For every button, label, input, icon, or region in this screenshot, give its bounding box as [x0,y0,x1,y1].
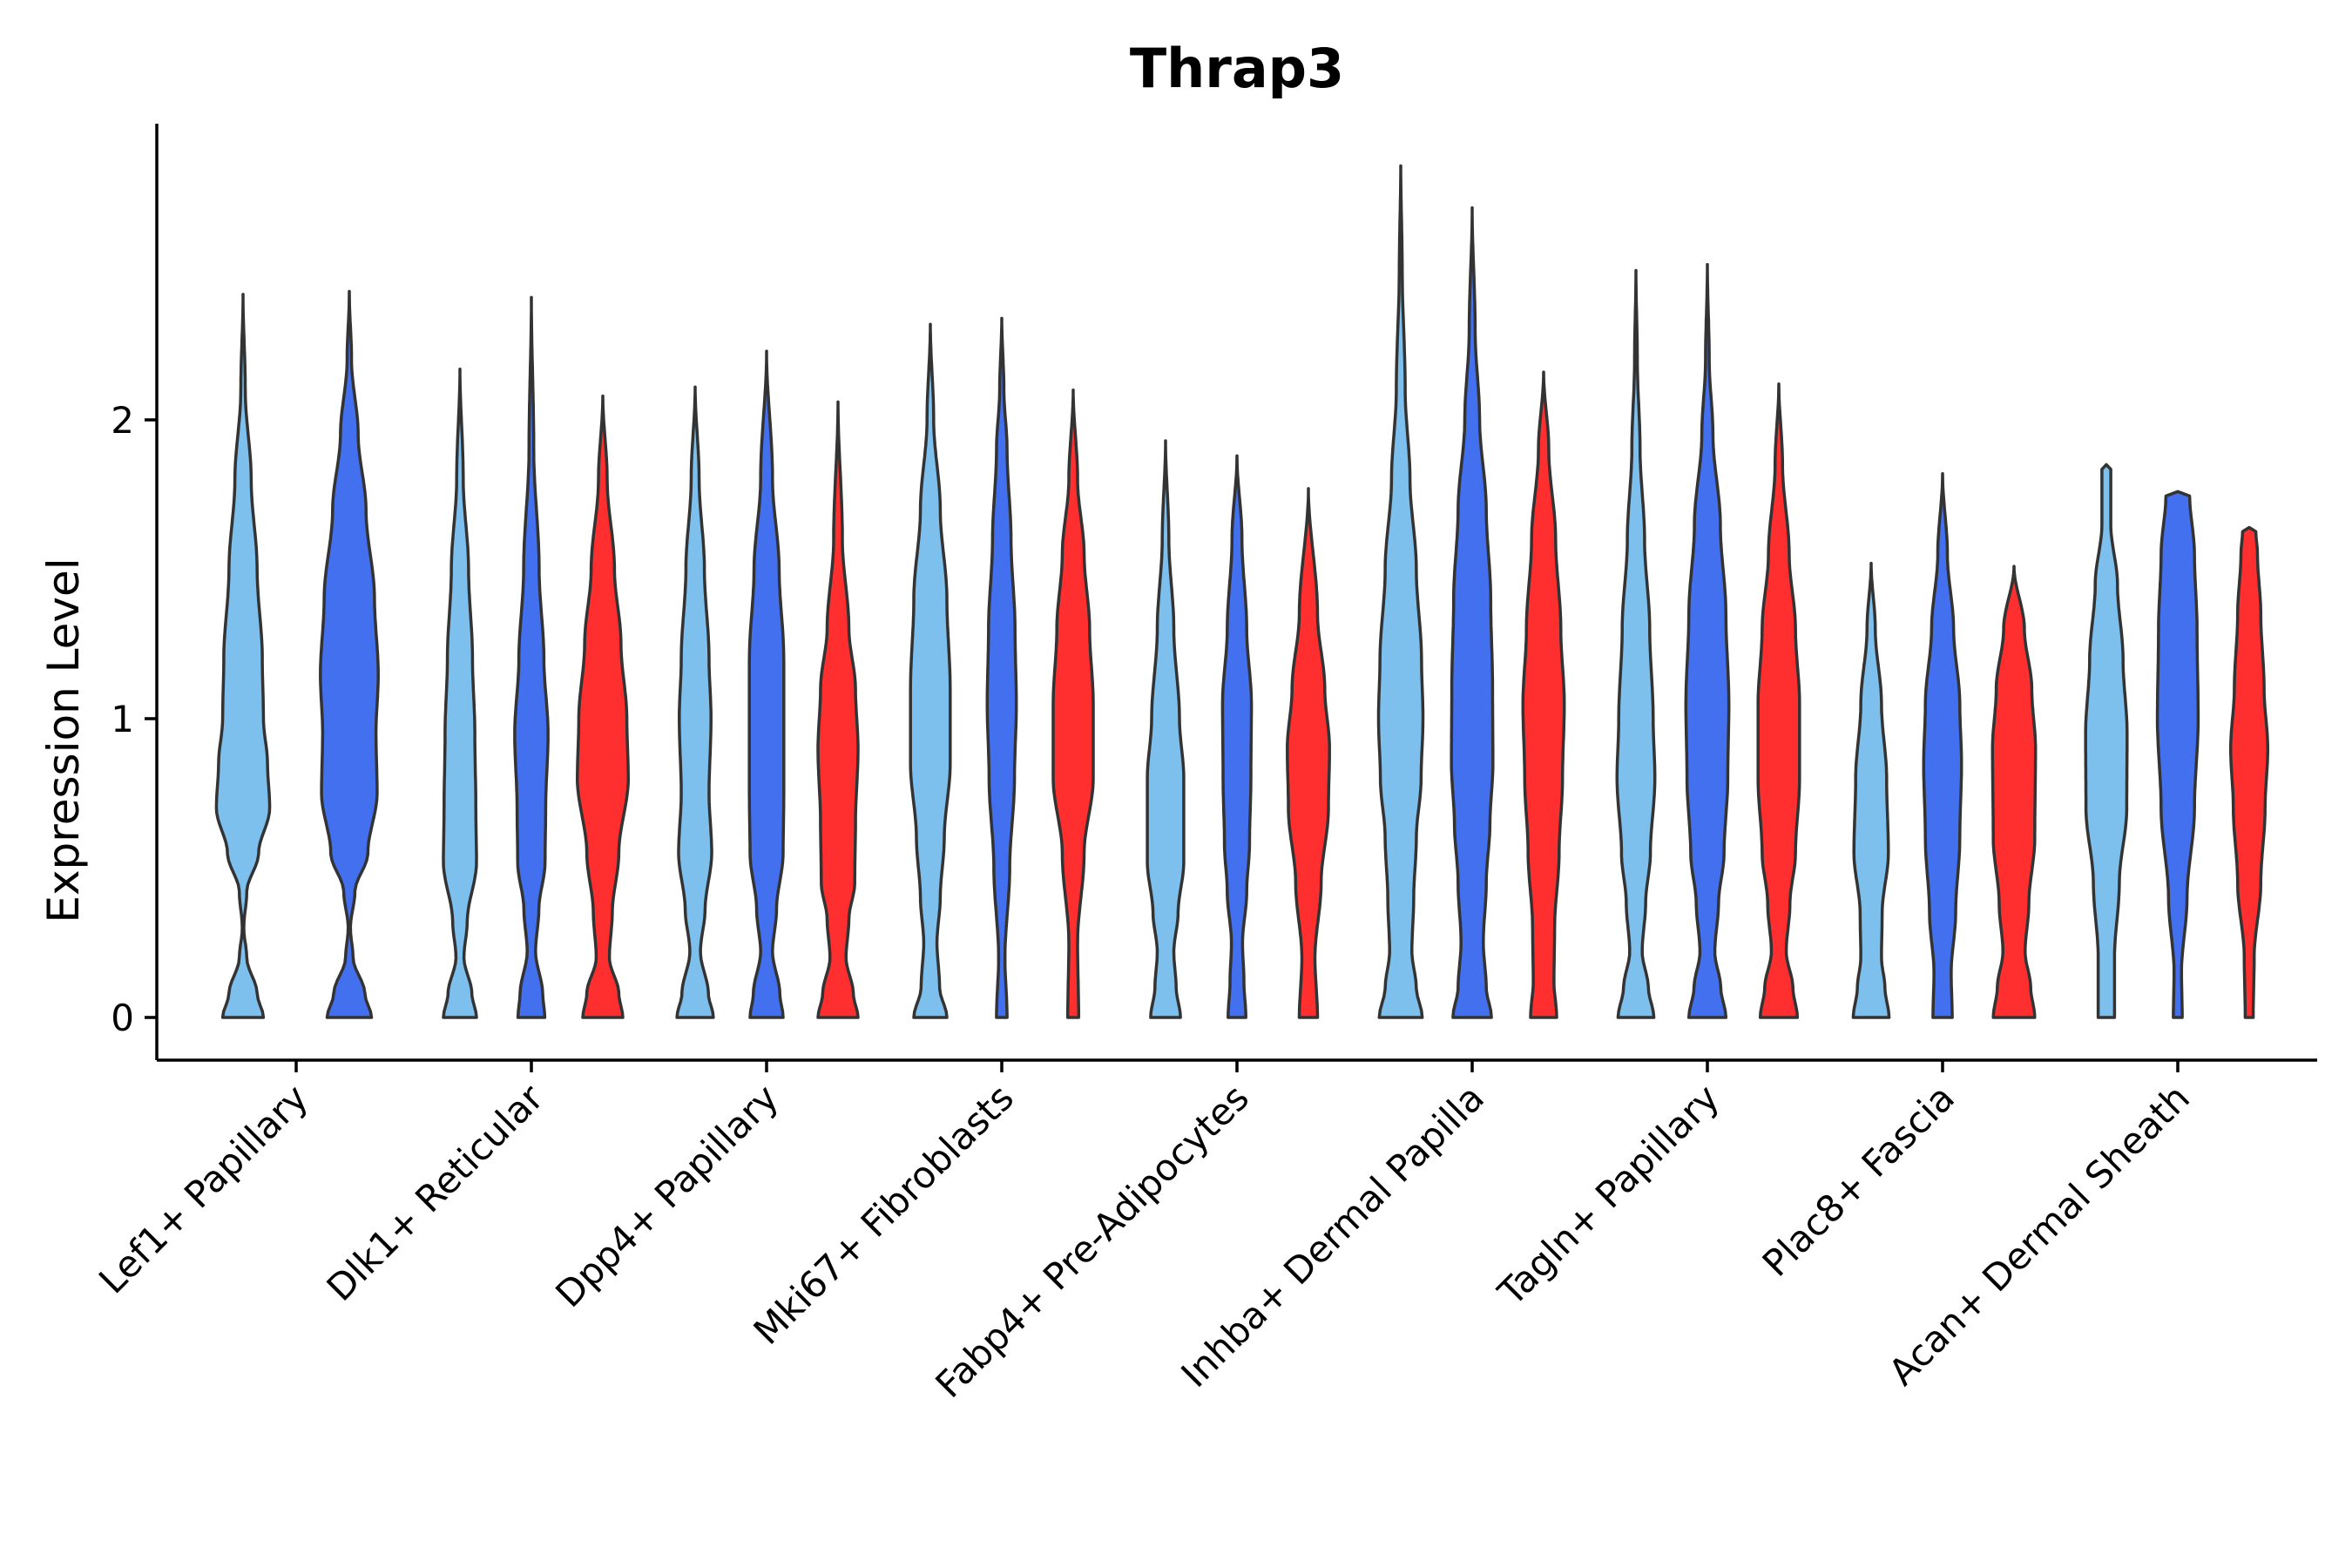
x-tick-label: Tagln+ Papillary [1490,1076,1727,1314]
x-tick-label: Mki67+ Fibroblasts [746,1076,1022,1352]
x-tick-label: Plac8+ Fascia [1754,1076,1963,1284]
violin-6-3 [1521,370,1566,1019]
violin-9-2 [2155,490,2200,1019]
violin-3-1 [675,385,715,1019]
violin-2-1 [442,367,478,1019]
x-tick-label: Lef1+ Papillary [91,1076,316,1301]
violin-9-3 [2228,525,2270,1019]
violin-9-1 [2084,463,2129,1019]
violin-7-2 [1684,262,1731,1019]
violin-3-2 [747,349,786,1019]
violins [214,164,2270,1019]
violin-6-1 [1376,164,1425,1019]
violin-5-1 [1146,439,1186,1019]
x-tick-label: Dlk1+ Reticular [319,1076,552,1309]
violin-2-3 [575,394,631,1019]
violin-7-1 [1615,268,1657,1019]
y-tick-label: 0 [111,997,134,1039]
y-tick-label: 2 [111,399,134,442]
violin-3-3 [816,400,860,1019]
violin-2-2 [513,295,550,1019]
y-ticks: 0 1 2 [111,399,157,1039]
violin-8-2 [1922,471,1963,1019]
violin-7-3 [1756,382,1801,1019]
x-tick-label: Dpp4+ Papillary [547,1076,787,1315]
y-axis-label: Expression Level [38,558,89,923]
violin-1-1 [214,293,272,1019]
violin-4-2 [985,316,1018,1019]
violin-8-3 [1990,564,2038,1019]
violin-8-1 [1851,561,1891,1019]
violin-1-2 [319,289,380,1019]
violin-6-2 [1450,206,1495,1019]
violin-4-1 [909,322,952,1019]
y-tick-label: 1 [111,698,134,740]
chart-title: Thrap3 [1130,37,1344,100]
violin-5-2 [1220,454,1254,1019]
violin-4-3 [1051,388,1095,1019]
violin-5-3 [1286,487,1331,1019]
